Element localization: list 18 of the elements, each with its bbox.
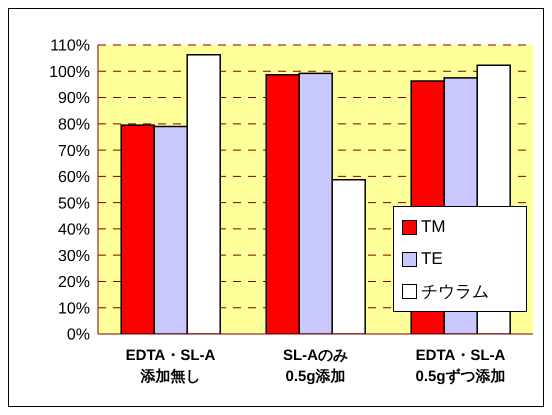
y-tick-label: 110%: [50, 38, 90, 55]
y-tick-label: 90%: [58, 90, 90, 108]
y-tick-label: 100%: [49, 64, 90, 81]
y-tick-label: 60%: [58, 169, 90, 186]
y-tick-label: 10%: [58, 300, 90, 318]
y-tick-label: 40%: [58, 222, 90, 239]
legend-label: チウラム: [421, 280, 489, 302]
x-tick-label: EDTA・SL-A 0.5gずつ添加: [415, 347, 506, 385]
y-tick-label: 50%: [58, 195, 90, 212]
legend-label: TE: [421, 249, 443, 269]
legend-label: TM: [421, 217, 446, 237]
x-tick-label: SL-Aのみ 0.5g添加: [283, 347, 348, 385]
y-tick-label: 30%: [58, 248, 90, 265]
y-tick-label: 0%: [66, 326, 90, 344]
x-tick-label: EDTA・SL-A 添加無し: [126, 347, 216, 385]
y-tick-label: 80%: [58, 116, 90, 134]
y-tick-label: 70%: [58, 142, 90, 160]
y-tick-label: 20%: [58, 274, 90, 292]
